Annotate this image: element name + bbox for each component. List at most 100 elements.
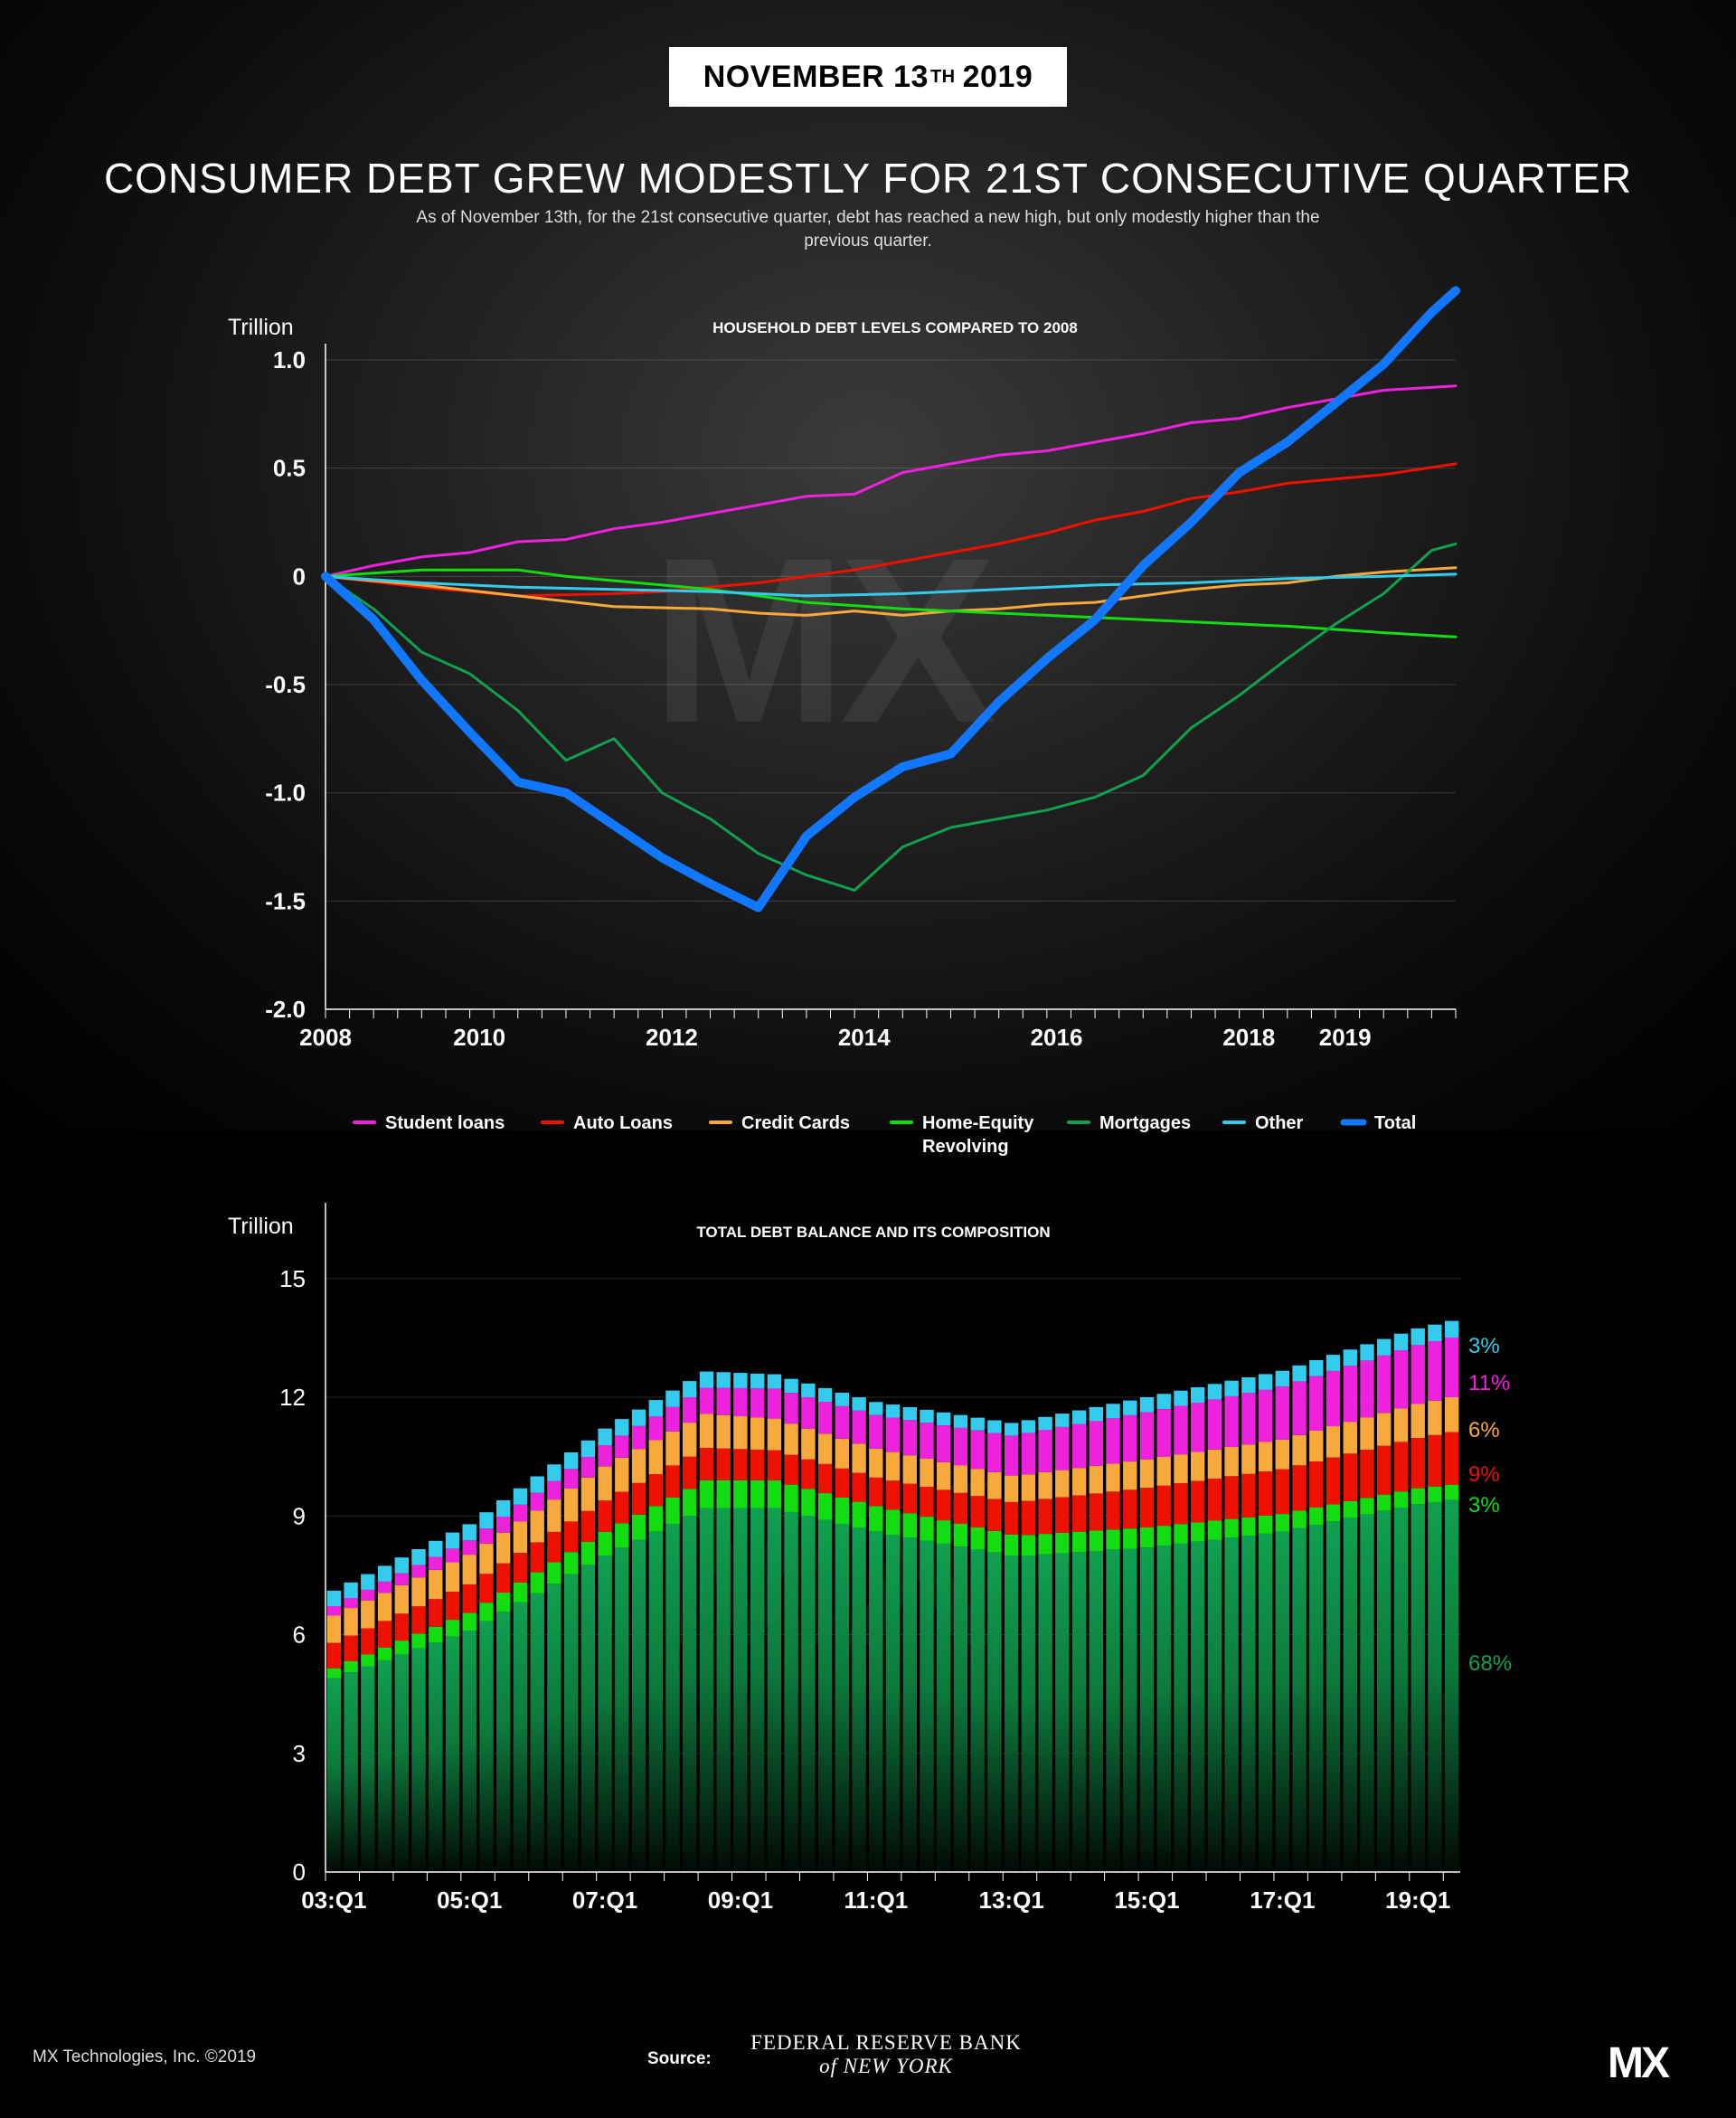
bar-segment-auto-loans: [513, 1553, 528, 1583]
bar-segment-student-loans: [970, 1430, 985, 1470]
bar-segment-home-equity-revolving: [1174, 1524, 1188, 1544]
bar-segment-home-equity-revolving: [835, 1497, 849, 1524]
bar-segment-credit-cards: [716, 1414, 731, 1449]
bar-chart-xtick-label: 05:Q1: [437, 1886, 502, 1914]
bar-segment-credit-cards: [902, 1455, 917, 1484]
bar-segment-credit-cards: [344, 1608, 358, 1636]
bar-segment-mortgages: [817, 1519, 833, 1872]
bar-segment-other: [1089, 1406, 1103, 1422]
bar-segment-mortgages: [1174, 1543, 1188, 1872]
bar-segment-student-loans: [716, 1387, 731, 1415]
bar-segment-credit-cards: [1004, 1475, 1019, 1502]
bar-segment-mortgages: [1224, 1537, 1239, 1872]
bar-segment-student-loans: [563, 1469, 579, 1489]
bar-segment-other: [1309, 1360, 1324, 1376]
page-subtitle: As of November 13th, for the 21st consec…: [416, 208, 1320, 251]
bar-segment-credit-cards: [1224, 1447, 1239, 1477]
bar-segment-student-loans: [513, 1504, 528, 1522]
bar-segment-auto-loans: [1343, 1453, 1357, 1501]
bar-segment-other: [462, 1524, 476, 1541]
line-series-total: [321, 286, 1460, 912]
bar-segment-credit-cards: [615, 1457, 629, 1492]
bar-segment-auto-loans: [462, 1584, 476, 1613]
bar-segment-mortgages: [462, 1631, 476, 1872]
bar-segment-credit-cards: [513, 1521, 528, 1554]
bar-segment-home-equity-revolving: [902, 1513, 917, 1538]
bar-segment-credit-cards: [683, 1423, 697, 1457]
bar-segment-mortgages: [869, 1531, 883, 1873]
bar-segment-other: [513, 1488, 528, 1505]
bar-segment-home-equity-revolving: [750, 1480, 765, 1508]
bar-segment-student-loans: [496, 1517, 511, 1533]
line-series-credit-cards: [324, 566, 1458, 617]
bar-segment-other: [683, 1381, 697, 1398]
bar-segment-mortgages: [852, 1527, 866, 1872]
bar-segment-mortgages: [1089, 1551, 1103, 1872]
line-chart-ylabel: Trillion: [228, 315, 294, 340]
bar-segment-other: [1275, 1370, 1289, 1387]
bar-segment-credit-cards: [1089, 1465, 1103, 1494]
bar-segment-home-equity-revolving: [683, 1489, 697, 1517]
legend-item: Credit Cards: [709, 1113, 850, 1133]
bar-segment-mortgages: [1377, 1510, 1392, 1872]
bar-segment-other: [885, 1404, 901, 1418]
line-series-auto-loans: [324, 462, 1458, 598]
bar-segment-student-loans: [1038, 1430, 1052, 1472]
bar-segment-credit-cards: [1309, 1431, 1324, 1461]
bar-segment-student-loans: [411, 1565, 426, 1578]
bar-segment-credit-cards: [580, 1477, 596, 1511]
bar-segment-home-equity-revolving: [1191, 1522, 1205, 1542]
bar-segment-student-loans: [429, 1556, 443, 1570]
bar-segment-student-loans: [937, 1425, 951, 1462]
legend-label: Revolving: [922, 1137, 1009, 1157]
bar-segment-home-equity-revolving: [615, 1523, 629, 1548]
line-series-other: [324, 572, 1458, 598]
bar-segment-auto-loans: [563, 1521, 579, 1553]
bar-segment-auto-loans: [1004, 1501, 1019, 1535]
bar-segment-other: [1343, 1349, 1357, 1366]
bar-segment-other: [987, 1420, 1002, 1433]
bar-segment-other: [411, 1549, 426, 1565]
bar-segment-home-equity-revolving: [817, 1493, 833, 1520]
bar-segment-other: [394, 1557, 409, 1574]
bar-segment-credit-cards: [1071, 1468, 1087, 1496]
bar-segment-auto-loans: [801, 1459, 816, 1489]
bar-segment-student-loans: [1309, 1376, 1324, 1431]
bar-segment-other: [767, 1374, 782, 1389]
bar-segment-home-equity-revolving: [1343, 1500, 1357, 1518]
bar-segment-auto-loans: [869, 1477, 883, 1507]
bar-segment-auto-loans: [1292, 1465, 1307, 1511]
date-suffix: TH: [929, 66, 956, 87]
bar-segment-auto-loans: [767, 1450, 782, 1480]
bar-segment-other: [1360, 1344, 1374, 1361]
bar-segment-mortgages: [1139, 1547, 1155, 1873]
bar-segment-credit-cards: [1174, 1454, 1188, 1483]
bar-chart-ylabel: Trillion: [228, 1214, 294, 1239]
bar-segment-mortgages: [1241, 1536, 1256, 1872]
bar-segment-mortgages: [411, 1648, 426, 1872]
bar-segment-other: [1224, 1380, 1239, 1396]
bar-segment-mortgages: [970, 1549, 985, 1872]
bar-segment-credit-cards: [1393, 1408, 1409, 1442]
bar-segment-student-loans: [1004, 1435, 1019, 1476]
bar-segment-home-equity-revolving: [429, 1626, 443, 1643]
bar-segment-auto-loans: [683, 1456, 697, 1489]
bar-segment-mortgages: [1428, 1501, 1442, 1872]
bar-segment-mortgages: [326, 1678, 342, 1872]
bar-segment-home-equity-revolving: [1224, 1518, 1239, 1538]
bar-segment-other: [1071, 1410, 1087, 1424]
bar-segment-home-equity-revolving: [598, 1531, 612, 1556]
bar-segment-other: [1106, 1404, 1120, 1419]
bar-segment-auto-loans: [411, 1606, 426, 1634]
bar-segment-auto-loans: [1241, 1473, 1256, 1518]
bar-segment-credit-cards: [1326, 1426, 1341, 1458]
bar-segment-home-equity-revolving: [1377, 1494, 1392, 1511]
bar-segment-mortgages: [1445, 1499, 1459, 1873]
bar-segment-mortgages: [377, 1659, 392, 1872]
bar-segment-student-loans: [1106, 1418, 1120, 1464]
line-chart-xtick-label: 2010: [453, 1024, 505, 1051]
bar-segment-other: [1123, 1400, 1137, 1415]
line-chart-xtick-label: 2016: [1031, 1024, 1083, 1051]
bar-segment-other: [1428, 1324, 1442, 1342]
bar-segment-mortgages: [1156, 1546, 1171, 1872]
